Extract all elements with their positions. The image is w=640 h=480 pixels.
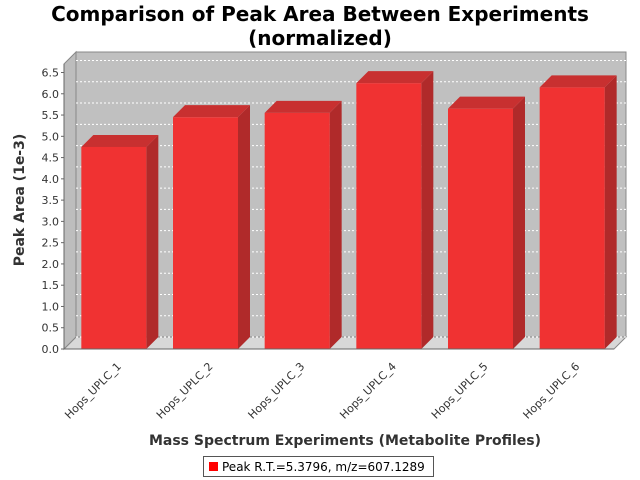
- x-tick-label: Hops_UPLC_5: [429, 360, 491, 422]
- y-axis-title: Peak Area (1e-3): [12, 134, 28, 267]
- x-tick-label: Hops_UPLC_3: [246, 360, 308, 422]
- bar-4: [356, 71, 434, 350]
- bar-side: [604, 75, 617, 350]
- y-tick-label: 1.0: [42, 300, 60, 313]
- legend-label: Peak R.T.=5.3796, m/z=607.1289: [222, 459, 425, 474]
- y-tick-label: 2.5: [42, 237, 60, 250]
- bar-3: [264, 100, 342, 349]
- x-tick-label: Hops_UPLC_6: [521, 360, 583, 422]
- chart-title: Comparison of Peak Area Between Experime…: [0, 2, 640, 50]
- y-tick-label: 6.5: [42, 67, 60, 80]
- bar-1: [81, 134, 159, 349]
- bar-top: [264, 100, 342, 113]
- bars: [81, 71, 617, 350]
- plot-background: [62, 50, 628, 351]
- y-tick-label: 4.5: [42, 152, 60, 165]
- bar-top: [173, 105, 250, 118]
- plot-back-wall: [75, 51, 627, 338]
- y-tick-label: 4.0: [42, 173, 60, 186]
- x-tick-label: Hops_UPLC_1: [62, 360, 124, 422]
- bar-front: [173, 117, 238, 350]
- bar-side: [238, 105, 250, 350]
- bar-top: [539, 75, 617, 88]
- x-tick-label: Hops_UPLC_2: [154, 360, 216, 422]
- bar-front: [356, 83, 422, 350]
- bar-front: [81, 146, 147, 349]
- chart-title-line-2: (normalized): [248, 26, 392, 50]
- bar-5: [448, 96, 525, 349]
- y-tick-label: 1.5: [42, 279, 60, 292]
- bar-6: [539, 75, 617, 350]
- bar-front: [448, 108, 513, 349]
- x-axis-title: Mass Spectrum Experiments (Metabolite Pr…: [149, 433, 541, 449]
- bar-top: [81, 134, 159, 147]
- chart-title-line-1: Comparison of Peak Area Between Experime…: [51, 2, 589, 26]
- bar-side: [146, 134, 159, 349]
- y-tick-label: 3.5: [42, 194, 60, 207]
- y-tick-label: 0.0: [42, 343, 60, 356]
- y-tick-label: 5.0: [42, 130, 60, 143]
- legend-swatch: [209, 462, 218, 471]
- plot-side-wall: [63, 50, 77, 351]
- x-axis: Hops_UPLC_1 Hops_UPLC_2 Hops_UPLC_3 Hops_UP…: [62, 348, 614, 422]
- bar-side: [513, 96, 525, 349]
- y-tick-label: 0.5: [42, 322, 60, 335]
- bar-2: [173, 105, 250, 350]
- y-tick-label: 3.0: [42, 215, 60, 228]
- bar-side: [421, 71, 434, 350]
- bar-front: [264, 112, 330, 349]
- x-tick-label: Hops_UPLC_4: [337, 360, 399, 422]
- y-tick-label: 5.5: [42, 109, 60, 122]
- bar-front: [539, 87, 605, 350]
- y-tick-label: 2.0: [42, 258, 60, 271]
- bar-top: [448, 96, 525, 109]
- y-tick-label: 6.0: [42, 88, 60, 101]
- y-axis: 0.0 0.5 1.0 1.5 2.0 2.5 3.0 3.5 4.0 4.5 5.0 5.5 6.0 6…: [42, 64, 65, 356]
- bar-top: [356, 71, 434, 84]
- bar-side: [329, 100, 342, 349]
- legend: Peak R.T.=5.3796, m/z=607.1289: [203, 456, 434, 477]
